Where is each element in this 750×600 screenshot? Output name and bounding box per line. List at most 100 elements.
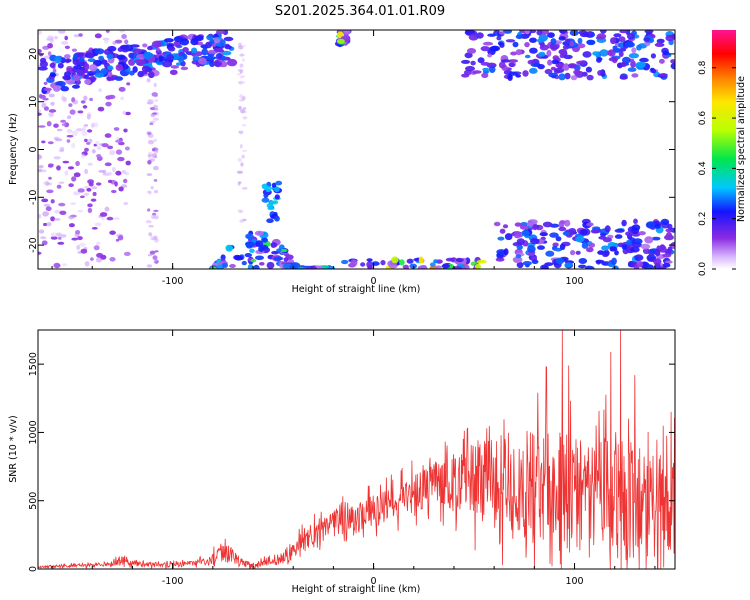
spectrogram-cell [47,51,52,56]
spectrogram-cell [44,55,51,60]
spectrogram-cell [266,218,274,223]
spectrogram-cell [221,56,227,61]
spectrogram-cell [636,261,644,268]
spectrogram-cell [154,150,159,154]
spectrogram-cell [80,153,86,159]
spectrogram-cell [631,224,641,231]
spectrogram-cell [104,39,109,44]
spectrogram-cell [536,30,543,36]
spectrogram-cell [198,57,207,65]
spectrogram-cell [497,236,505,241]
spectrogram-cell [149,250,156,255]
spectrogram-cell [242,124,247,127]
spectrogram-cell [214,47,223,53]
spectrogram-cell [651,236,661,241]
spectrogram-cell [87,162,93,166]
spectrogram-cell [240,53,244,57]
spectrogram-cell [490,45,501,52]
spectrogram-cell [644,264,654,269]
spectrogram-cell [527,59,536,65]
spectrogram-cell [559,30,568,34]
spectrogram-cell [524,30,530,35]
spectrogram-cell [43,81,48,85]
spectrogram-cell [636,61,646,68]
spectrogram-cell [530,238,540,245]
spectrogram-cell [73,65,82,69]
spectrogram-cell [417,265,428,269]
spectrogram-cell [595,259,602,265]
spectrogram-cell [521,230,530,237]
spectrogram-cell [464,52,473,59]
spectrogram-cell [558,36,566,41]
y-tick-label: 0 [28,566,39,572]
spectrogram-cell [56,165,61,171]
spectrogram-cell [182,47,189,53]
spectrogram-cell [578,30,588,35]
spectrogram-cell [614,250,619,256]
spectrogram-cell [73,53,78,60]
spectrogram-cell [95,140,100,146]
spectrogram-cell [94,48,105,55]
spectrogram-cell [481,72,489,78]
spectrogram-cell [90,198,97,202]
y-tick-label: -20 [28,237,39,253]
spectrogram-cell [223,36,234,42]
spectrogram-cell [104,133,112,138]
spectrogram-cell [510,51,518,56]
spectrogram-cell [493,221,501,227]
spectrogram-cell [146,264,153,268]
spectrogram-cell [527,245,536,253]
spectrogram-cell [82,126,86,132]
spectrogram-cell [64,58,72,63]
snr-series-line [38,330,675,569]
spectrogram-cell [247,263,254,269]
spectrogram-cell [77,236,83,241]
spectrogram-cell [542,221,553,228]
spectrogram-cell [201,48,208,56]
spectrogram-cell [48,93,55,98]
spectrogram-cell [169,69,178,76]
spectrogram-cell [570,250,576,256]
spectrogram-cell [140,70,148,75]
spectrogram-cell [659,58,665,64]
spectrogram-cell [155,48,161,52]
spectrogram-cell [96,145,102,150]
spectrogram-cell [151,92,158,97]
spectrogram-cell [48,163,54,167]
spectrogram-cell [665,228,674,233]
spectrogram-cell [49,37,54,44]
spectrogram-cell [476,32,484,39]
spectrogram-cell [38,109,42,113]
spectrogram-cell [516,261,524,269]
spectrogram-cell [503,248,509,256]
spectrogram-cell [118,186,124,192]
spectrogram-cell [658,73,668,77]
spectrogram-cell [225,244,233,252]
spectrogram-cell [77,209,84,213]
spectrogram-cell [499,228,506,234]
spectrogram-cell [173,36,183,42]
spectrogram-cell [86,114,91,120]
snr-x-label: Height of straight line (km) [292,584,421,595]
spectrogram-cell [497,41,504,46]
colorbar-tick-label: 0.8 [698,60,708,75]
spectrogram-cell [239,94,244,99]
spectrogram-cell [94,72,105,78]
spectrogram-cell [115,139,123,143]
spectrogram-cell [592,226,601,230]
spectrogram-cell [255,240,264,248]
spectrogram-cell [215,30,226,35]
spectrogram-cell [654,223,661,229]
spectrogram-cell [512,256,523,263]
spectrogram-cell [61,123,67,126]
spectrogram-cell [80,248,88,254]
spectrogram-cell [151,148,156,152]
spectrogram-cell [114,181,118,187]
spectrogram-cell [238,105,242,111]
spectrogram-cell [56,184,62,189]
spectrogram-cell [531,259,539,265]
spectrogram-cell [241,260,247,266]
y-tick-label: 500 [28,492,39,510]
spectrogram-y-ticks: -20 -10 0 10 20 [28,48,675,253]
